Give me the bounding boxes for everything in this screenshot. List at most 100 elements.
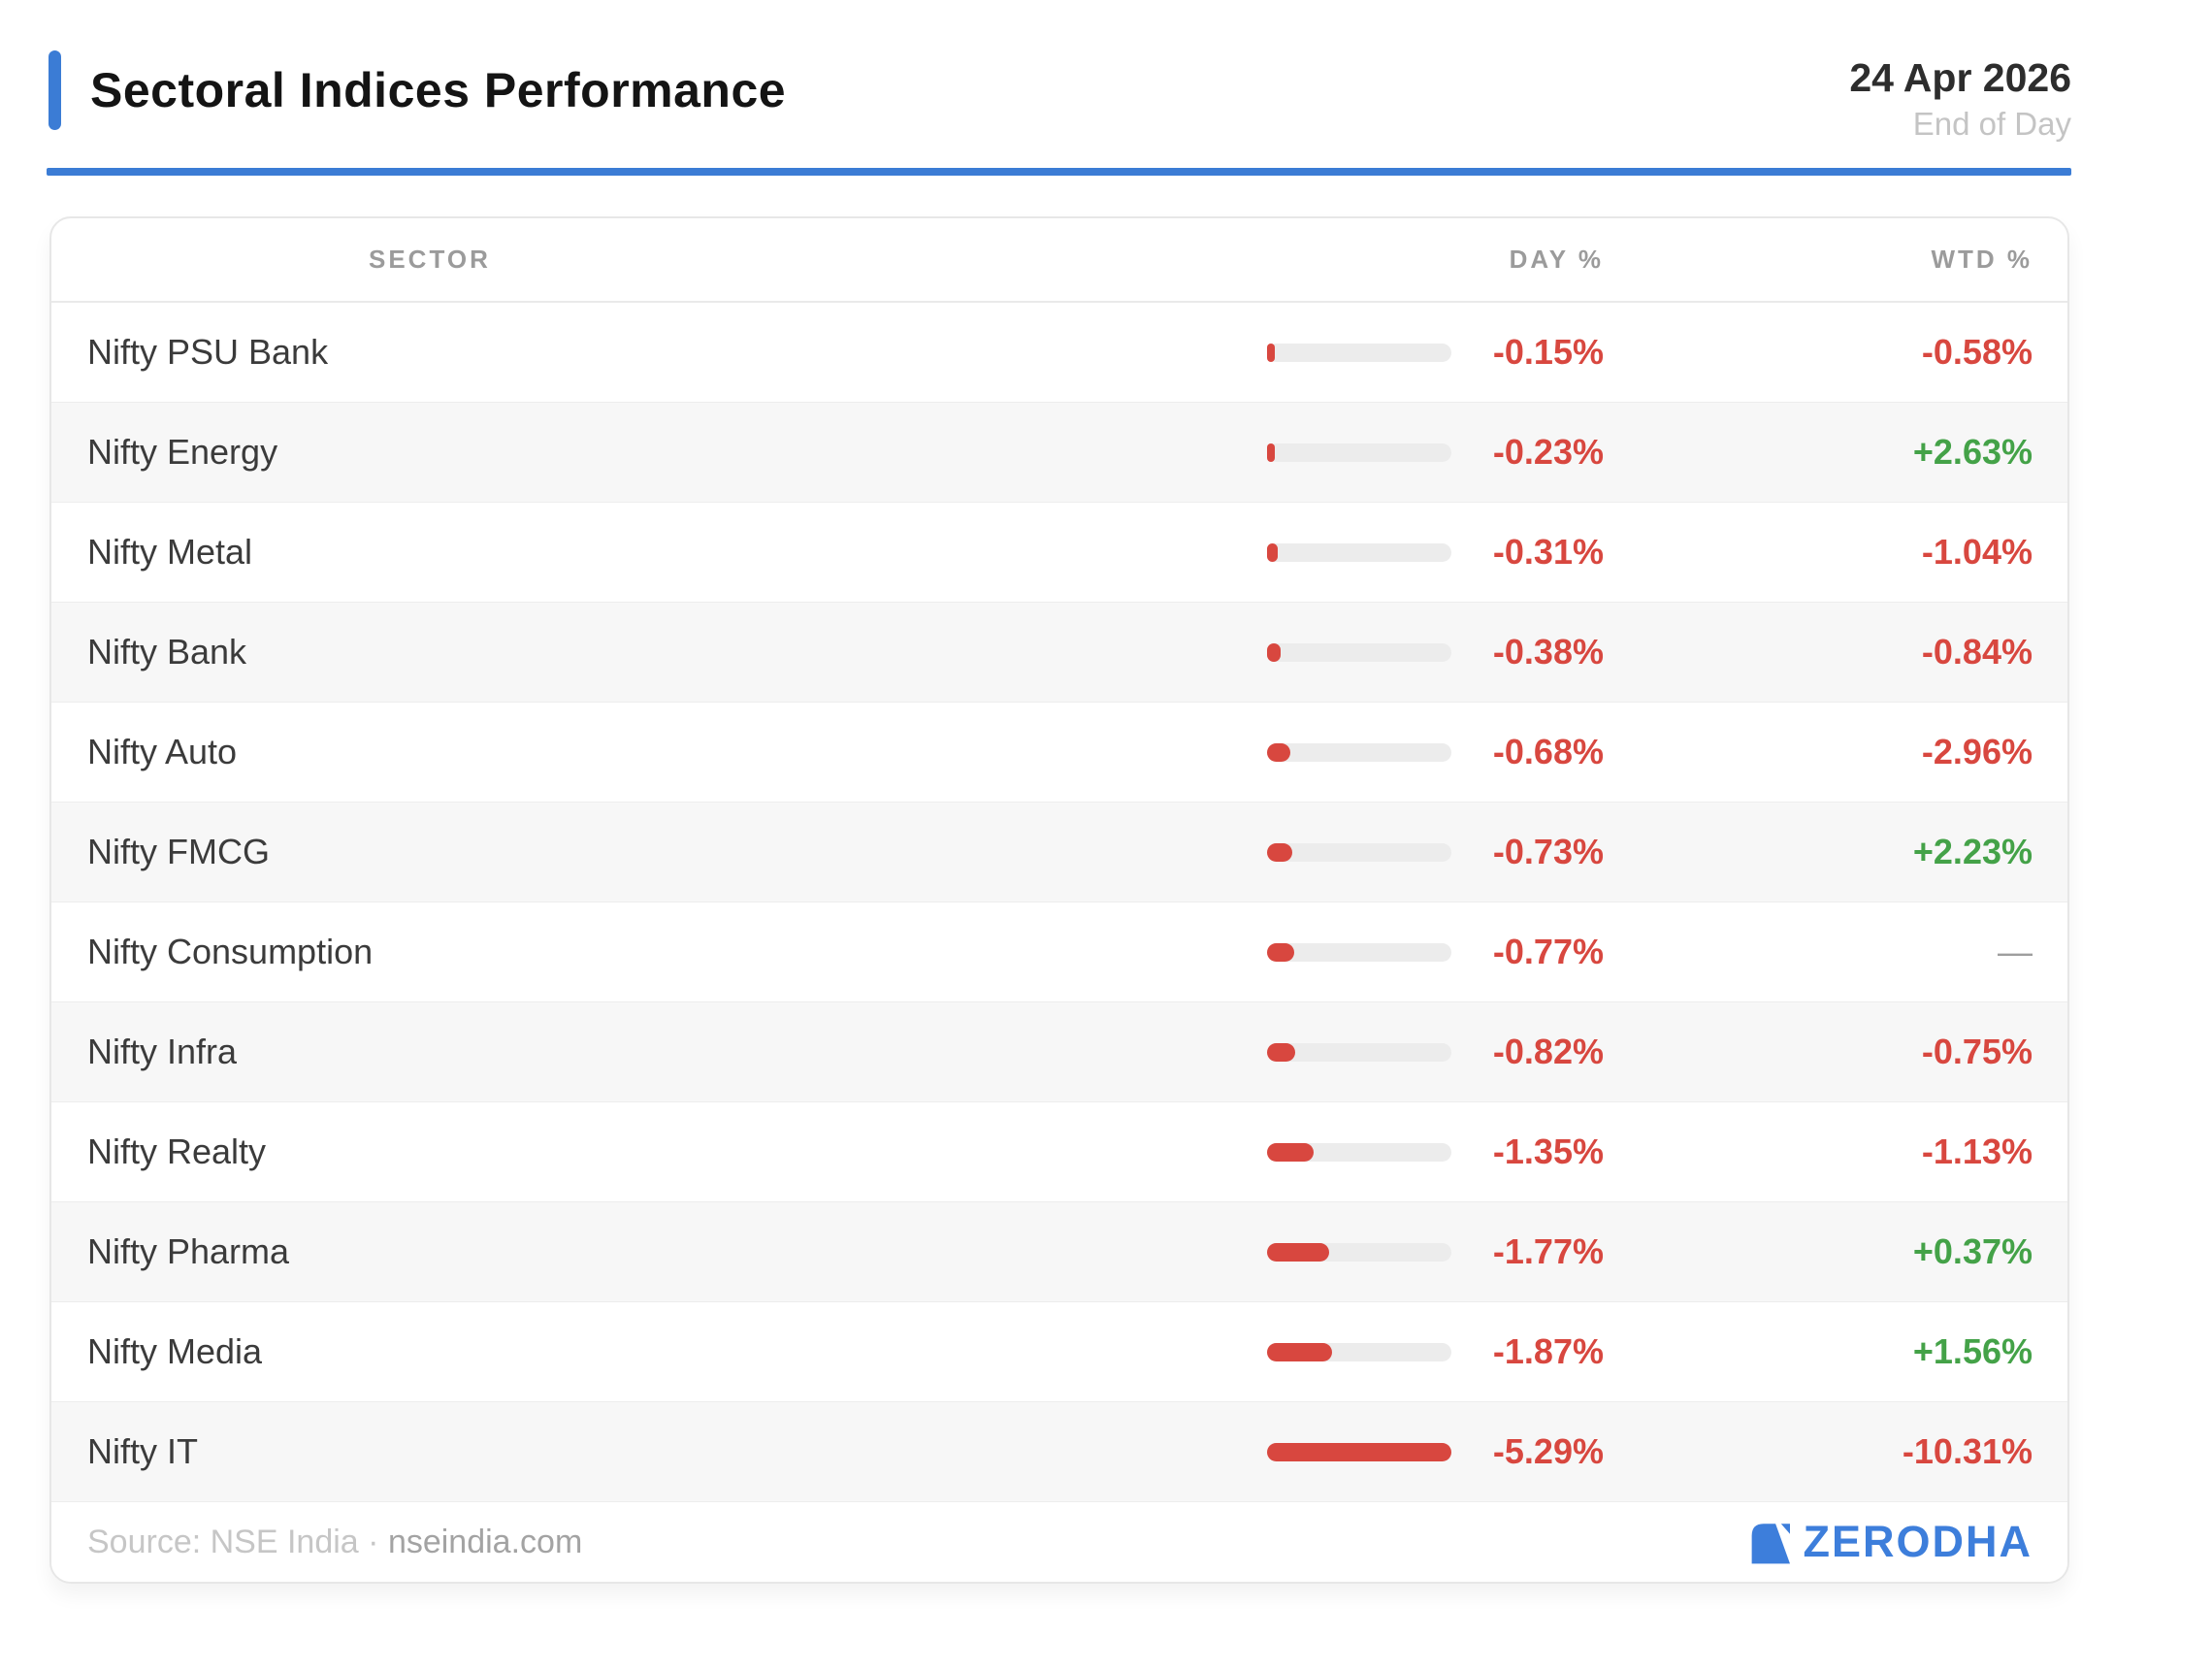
wtd-pct-value: -0.75% bbox=[1921, 1032, 2033, 1072]
source-note: Source: NSE India · nseindia.com bbox=[87, 1524, 582, 1561]
day-bar-fill bbox=[1267, 842, 1292, 862]
sector-name: Nifty Media bbox=[87, 1331, 263, 1372]
title-wrap: Sectoral Indices Performance bbox=[49, 50, 786, 130]
wtd-pct-value: -1.13% bbox=[1921, 1131, 2033, 1172]
day-pct-value: -0.82% bbox=[1492, 1032, 1604, 1072]
table-row: Nifty Realty -1.35% -1.13% bbox=[51, 1102, 2067, 1203]
table-row: Nifty Energy -0.23% +2.63% bbox=[51, 403, 2067, 504]
day-pct-value: -5.29% bbox=[1492, 1431, 1604, 1472]
day-bar-fill bbox=[1267, 1342, 1332, 1361]
day-bar-fill bbox=[1267, 942, 1294, 962]
sector-name: Nifty Consumption bbox=[87, 932, 374, 972]
sector-name: Nifty FMCG bbox=[87, 832, 270, 872]
day-bar bbox=[1267, 1442, 1451, 1461]
sector-name: Nifty PSU Bank bbox=[87, 332, 329, 373]
report-date: 24 Apr 2026 bbox=[1849, 55, 2071, 100]
source-link[interactable]: nseindia.com bbox=[387, 1523, 583, 1560]
header: Sectoral Indices Performance 24 Apr 2026… bbox=[49, 50, 2071, 143]
day-bar bbox=[1267, 1342, 1451, 1361]
column-header-sector: SECTOR bbox=[369, 245, 491, 275]
day-pct-value: -0.23% bbox=[1492, 432, 1604, 473]
day-bar bbox=[1267, 443, 1451, 462]
column-header-day: DAY % bbox=[1509, 245, 1604, 275]
table-row: Nifty Pharma -1.77% +0.37% bbox=[51, 1202, 2067, 1303]
day-bar bbox=[1267, 842, 1451, 862]
table-row: Nifty Auto -0.68% -2.96% bbox=[51, 703, 2067, 803]
table-row: Nifty Infra -0.82% -0.75% bbox=[51, 1002, 2067, 1103]
table-row: Nifty Consumption -0.77% — bbox=[51, 902, 2067, 1003]
table-row: Nifty Media -1.87% +1.56% bbox=[51, 1302, 2067, 1403]
page-title: Sectoral Indices Performance bbox=[90, 63, 787, 117]
day-bar-fill bbox=[1267, 1442, 1451, 1461]
sector-name: Nifty Bank bbox=[87, 632, 247, 672]
day-bar bbox=[1267, 742, 1451, 762]
wtd-pct-value: +2.23% bbox=[1912, 832, 2033, 872]
table-header: SECTOR DAY % WTD % bbox=[51, 218, 2067, 304]
sector-name: Nifty Energy bbox=[87, 432, 278, 473]
day-bar-track bbox=[1267, 942, 1451, 962]
table-row: Nifty Bank -0.38% -0.84% bbox=[51, 603, 2067, 704]
day-bar-fill bbox=[1267, 443, 1275, 462]
header-divider bbox=[47, 168, 2071, 177]
brand-logo: ZERODHA bbox=[1749, 1517, 2033, 1567]
day-bar bbox=[1267, 343, 1451, 362]
wtd-pct-value: -10.31% bbox=[1902, 1431, 2033, 1472]
day-bar-track bbox=[1267, 842, 1451, 862]
report-subtitle: End of Day bbox=[1912, 106, 2071, 143]
title-accent-bar bbox=[49, 50, 61, 130]
day-bar-track bbox=[1267, 343, 1451, 362]
sector-name: Nifty Realty bbox=[87, 1131, 267, 1172]
sector-name: Nifty Pharma bbox=[87, 1231, 290, 1272]
zerodha-kite-icon bbox=[1751, 1523, 1790, 1563]
day-bar-fill bbox=[1267, 742, 1290, 762]
wtd-pct-value: -0.84% bbox=[1921, 632, 2033, 672]
day-bar bbox=[1267, 1042, 1451, 1062]
column-header-wtd: WTD % bbox=[1931, 245, 2033, 275]
table-body: Nifty PSU Bank -0.15% -0.58% Nifty Energ… bbox=[51, 303, 2067, 1503]
day-pct-value: -0.31% bbox=[1492, 532, 1604, 573]
day-bar-track bbox=[1267, 1042, 1451, 1062]
day-bar-fill bbox=[1267, 542, 1278, 562]
day-bar bbox=[1267, 542, 1451, 562]
wtd-pct-value: -0.58% bbox=[1921, 332, 2033, 373]
wtd-pct-value: — bbox=[1998, 932, 2033, 972]
day-bar-track bbox=[1267, 443, 1451, 462]
day-bar-fill bbox=[1267, 642, 1281, 662]
day-pct-value: -0.38% bbox=[1492, 632, 1604, 672]
day-bar bbox=[1267, 1242, 1451, 1262]
day-bar bbox=[1267, 642, 1451, 662]
table-row: Nifty Metal -0.31% -1.04% bbox=[51, 503, 2067, 604]
wtd-pct-value: -1.04% bbox=[1921, 532, 2033, 573]
day-bar-track bbox=[1267, 742, 1451, 762]
day-bar-fill bbox=[1267, 343, 1275, 362]
day-pct-value: -0.68% bbox=[1492, 732, 1604, 772]
wtd-pct-value: +0.37% bbox=[1912, 1231, 2033, 1272]
day-pct-value: -0.15% bbox=[1492, 332, 1604, 373]
table-row: Nifty PSU Bank -0.15% -0.58% bbox=[51, 303, 2067, 404]
wtd-pct-value: +2.63% bbox=[1912, 432, 2033, 473]
day-bar-fill bbox=[1267, 1142, 1314, 1162]
day-bar bbox=[1267, 1142, 1451, 1162]
day-pct-value: -1.35% bbox=[1492, 1131, 1604, 1172]
sector-name: Nifty Infra bbox=[87, 1032, 238, 1072]
page: Sectoral Indices Performance 24 Apr 2026… bbox=[0, 50, 2212, 1672]
sector-name: Nifty IT bbox=[87, 1431, 198, 1472]
sector-name: Nifty Auto bbox=[87, 732, 238, 772]
sector-name: Nifty Metal bbox=[87, 532, 253, 573]
table-footer: Source: NSE India · nseindia.com ZERODHA bbox=[51, 1502, 2067, 1583]
day-pct-value: -1.87% bbox=[1492, 1331, 1604, 1372]
brand-name: ZERODHA bbox=[1803, 1517, 2033, 1567]
day-pct-value: -0.73% bbox=[1492, 832, 1604, 872]
date-block: 24 Apr 2026 End of Day bbox=[1849, 50, 2071, 143]
day-bar-fill bbox=[1267, 1242, 1329, 1262]
table-row: Nifty IT -5.29% -10.31% bbox=[51, 1402, 2067, 1503]
sector-table-card: SECTOR DAY % WTD % Nifty PSU Bank -0.15%… bbox=[49, 216, 2069, 1585]
day-pct-value: -1.77% bbox=[1492, 1231, 1604, 1272]
day-bar-track bbox=[1267, 542, 1451, 562]
day-pct-value: -0.77% bbox=[1492, 932, 1604, 972]
table-row: Nifty FMCG -0.73% +2.23% bbox=[51, 803, 2067, 903]
wtd-pct-value: -2.96% bbox=[1921, 732, 2033, 772]
day-bar bbox=[1267, 942, 1451, 962]
wtd-pct-value: +1.56% bbox=[1912, 1331, 2033, 1372]
day-bar-fill bbox=[1267, 1042, 1295, 1062]
